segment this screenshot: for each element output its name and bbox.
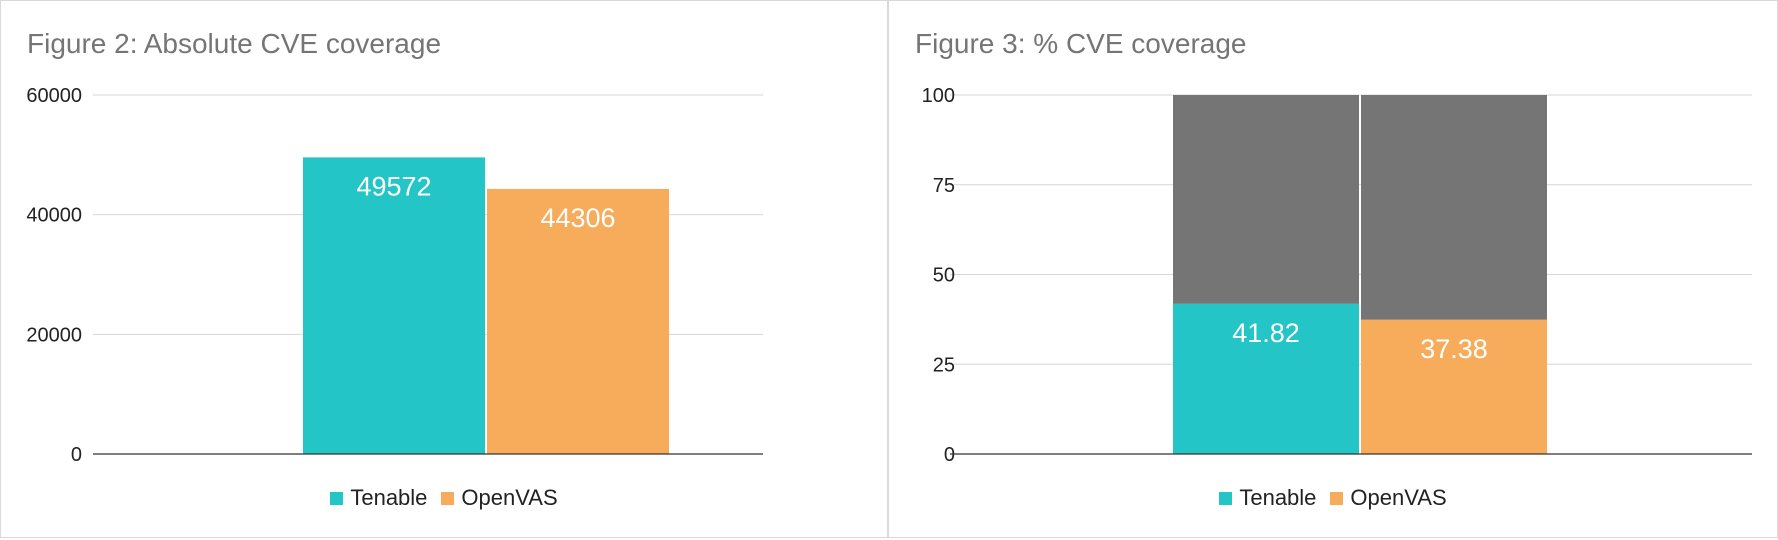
legend-item-openvas: OpenVAS xyxy=(441,485,558,511)
data-label-openvas: 37.38 xyxy=(1420,334,1488,364)
bar-openvas xyxy=(487,188,669,454)
legend-swatch-tenable xyxy=(1219,491,1233,505)
legend-label-tenable: Tenable xyxy=(350,485,428,510)
legend-label-openvas: OpenVAS xyxy=(461,485,558,510)
chart-legend: Tenable OpenVAS xyxy=(1,485,887,511)
legend-item-tenable: Tenable xyxy=(1219,485,1316,511)
legend-swatch-openvas xyxy=(1330,491,1344,505)
data-label-openvas: 44306 xyxy=(540,203,615,233)
percent-coverage-chart: 0 25 50 75 100 41.82 37.38 xyxy=(922,85,1752,466)
absolute-coverage-chart-panel: Figure 2: Absolute CVE coverage 0 20000 40… xyxy=(0,0,888,538)
legend-swatch-tenable xyxy=(330,491,344,505)
chart-legend: Tenable OpenVAS xyxy=(889,485,1777,511)
y-tick-label: 100 xyxy=(922,85,955,107)
data-label-tenable: 49572 xyxy=(356,171,431,201)
legend-swatch-openvas xyxy=(441,491,455,505)
y-tick-label: 0 xyxy=(944,444,955,466)
legend-item-tenable: Tenable xyxy=(330,485,427,511)
bar-remainder-openvas xyxy=(1361,95,1547,320)
y-tick-label: 40000 xyxy=(26,205,82,227)
percent-coverage-chart-panel: Figure 3: % CVE coverage 0 25 50 75 100 41.82… xyxy=(888,0,1778,538)
legend-item-openvas: OpenVAS xyxy=(1330,485,1447,511)
chart-title: Figure 3: % CVE coverage xyxy=(915,28,1247,59)
chart-title: Figure 2: Absolute CVE coverage xyxy=(27,28,442,59)
y-tick-label: 25 xyxy=(933,354,955,376)
bar-tenable xyxy=(1173,303,1359,454)
y-tick-label: 20000 xyxy=(26,324,82,346)
legend-label-openvas: OpenVAS xyxy=(1350,485,1447,510)
legend-label-tenable: Tenable xyxy=(1239,485,1317,510)
absolute-coverage-chart: 0 20000 40000 60000 49572 44306 xyxy=(26,85,763,466)
y-tick-label: 75 xyxy=(933,175,955,197)
y-tick-label: 0 xyxy=(71,444,82,466)
y-tick-label: 50 xyxy=(933,265,955,287)
y-tick-label: 60000 xyxy=(26,85,82,107)
data-label-tenable: 41.82 xyxy=(1232,318,1300,348)
bar-tenable xyxy=(303,157,485,454)
bar-openvas xyxy=(1361,319,1547,454)
bar-remainder-tenable xyxy=(1173,95,1359,304)
